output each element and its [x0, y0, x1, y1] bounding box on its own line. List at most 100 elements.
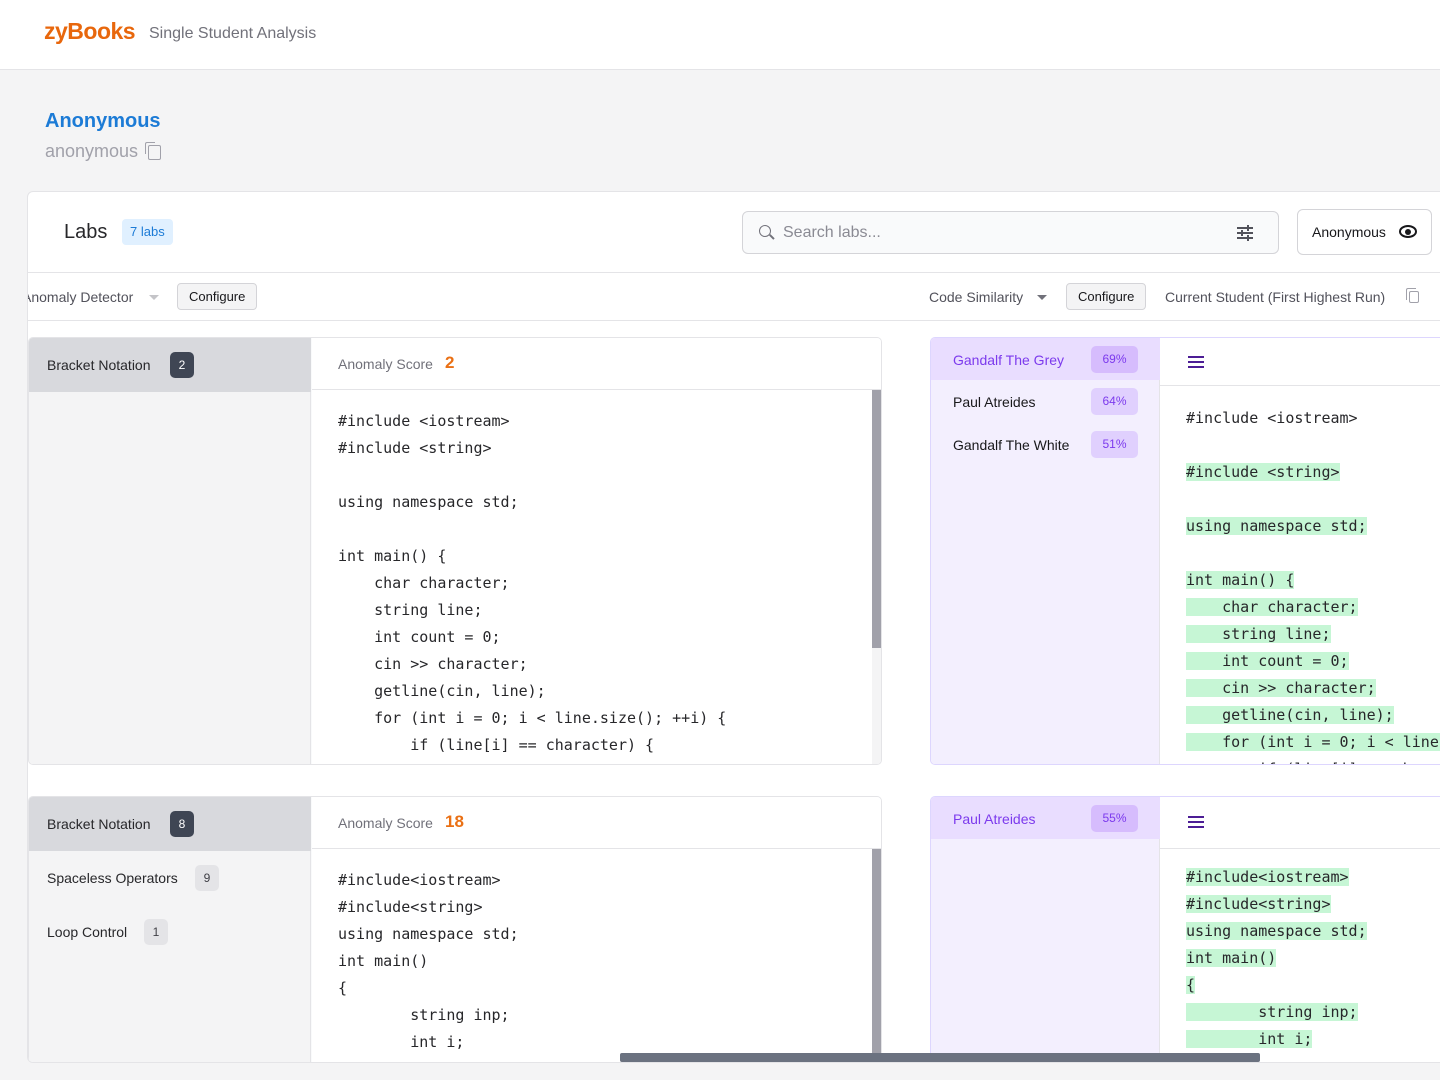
student-username: anonymous	[45, 141, 139, 161]
vertical-scrollbar[interactable]	[872, 390, 881, 764]
labs-panel: Labs 7 labs Anonymous Anomaly Detector C…	[27, 191, 1440, 1063]
zybooks-logo[interactable]: zyBooks	[44, 18, 136, 44]
category-label: Loop Control	[47, 924, 128, 940]
student-name: Anonymous	[45, 110, 161, 132]
current-student-label: Current Student (First Highest Run)	[1165, 289, 1386, 305]
anomaly-score-bar: Anomaly Score 18	[312, 797, 881, 849]
eye-icon	[1399, 225, 1417, 238]
category-label: Bracket Notation	[47, 357, 151, 373]
code-line: int main() {	[1186, 571, 1295, 589]
app-title: Single Student Analysis	[149, 25, 317, 42]
category-label: Spaceless Operators	[47, 870, 178, 886]
category-bracket-notation[interactable]: Bracket Notation 2	[29, 338, 311, 392]
code-line: #include <iostream>	[1186, 409, 1358, 427]
matched-code-view: #include<iostream> #include<string> using …	[1160, 797, 1440, 1062]
anomaly-score-bar: Anomaly Score 2	[312, 338, 881, 390]
code-line: #include <string>	[338, 439, 492, 457]
code-line: int count = 0;	[1186, 652, 1349, 670]
vertical-scrollbar[interactable]	[872, 849, 881, 1062]
analysis-toolbar: Anomaly Detector Configure Code Similari…	[28, 273, 1440, 321]
code-line: for (int i = 0; i < line.	[1186, 729, 1440, 756]
code-line: int main() {	[338, 547, 447, 565]
code-similarity-dropdown[interactable]: Code Similarity	[929, 289, 1024, 305]
category-count-badge: 1	[144, 919, 168, 945]
search-input[interactable]	[783, 212, 1223, 253]
code-line	[1186, 540, 1440, 567]
code-line: string line;	[338, 601, 483, 619]
category-count-badge: 9	[195, 865, 219, 891]
similar-students-list: Gandalf The Grey 69% Paul Atreides 64% G…	[931, 338, 1160, 764]
category-loop-control[interactable]: Loop Control 1	[29, 905, 311, 959]
code-line: int main()	[338, 952, 429, 970]
configure-anomaly-button[interactable]: Configure	[177, 283, 258, 310]
code-line: #include <string>	[1186, 463, 1340, 481]
category-count-badge: 2	[170, 352, 194, 378]
code-line: #include <iostream>	[338, 412, 510, 430]
code-line	[338, 516, 726, 543]
anomaly-category-list: Bracket Notation 2	[29, 338, 311, 764]
search-icon	[759, 225, 771, 237]
code-line: string inp;	[338, 1006, 510, 1024]
student-code: #include<iostream> #include<string> using …	[338, 867, 519, 1056]
anomaly-score-label: Anomaly Score	[338, 815, 433, 831]
category-spaceless-operators[interactable]: Spaceless Operators 9	[29, 851, 311, 905]
code-line: using namespace std;	[338, 493, 519, 511]
code-line	[1186, 486, 1440, 513]
anonymous-toggle-button[interactable]: Anonymous	[1297, 209, 1432, 255]
configure-similarity-button[interactable]: Configure	[1066, 283, 1147, 310]
copy-icon[interactable]	[145, 142, 161, 160]
category-bracket-notation[interactable]: Bracket Notation 8	[29, 797, 311, 851]
anomaly-detector-dropdown[interactable]: Anomaly Detector	[27, 289, 134, 305]
labs-title: Labs	[64, 221, 108, 243]
menu-icon[interactable]	[1188, 356, 1204, 368]
category-count-badge: 8	[170, 811, 194, 837]
category-label: Bracket Notation	[47, 816, 151, 832]
match-paul-atreides[interactable]: Paul Atreides 64%	[931, 380, 1160, 422]
anomaly-code-view: Anomaly Score 18 #include<iostream> #incl…	[312, 797, 881, 1062]
code-line: cin >> character;	[338, 655, 528, 673]
matched-code: #include <iostream> #include <string> us…	[1186, 405, 1440, 764]
match-student-name: Paul Atreides	[953, 811, 1036, 827]
chevron-down-icon[interactable]	[149, 295, 159, 300]
anonymous-toggle-label: Anonymous	[1312, 224, 1386, 240]
code-line	[338, 462, 726, 489]
horizontal-scrollbar-thumb[interactable]	[620, 1053, 1260, 1062]
code-line: char character;	[338, 574, 510, 592]
lab-1-anomaly-card: Bracket Notation 2 Anomaly Score 2 #incl…	[28, 337, 882, 765]
anomaly-score-value: 2	[445, 353, 455, 372]
filter-sliders-icon[interactable]	[1237, 225, 1255, 241]
code-line: string line;	[1186, 625, 1331, 643]
anomaly-category-list: Bracket Notation 8 Spaceless Operators 9…	[29, 797, 311, 1062]
chevron-down-icon[interactable]	[1037, 295, 1047, 300]
code-line: #include<iostream>	[338, 871, 501, 889]
match-gandalf-the-grey[interactable]: Gandalf The Grey 69%	[931, 338, 1160, 380]
code-line: getline(cin, line);	[338, 682, 546, 700]
labs-count-badge: 7 labs	[122, 219, 173, 245]
match-gandalf-the-white[interactable]: Gandalf The White 51%	[931, 423, 1160, 465]
lab-2-anomaly-card: Bracket Notation 8 Spaceless Operators 9…	[28, 796, 882, 1062]
match-paul-atreides[interactable]: Paul Atreides 55%	[931, 797, 1160, 839]
code-line: {	[338, 979, 348, 997]
code-line: string inp;	[1186, 1003, 1358, 1021]
code-line: for (int i = 0; i < line.size(); ++i) {	[338, 709, 727, 727]
match-student-name: Paul Atreides	[953, 394, 1036, 410]
menu-icon[interactable]	[1188, 816, 1204, 828]
code-line: #include<string>	[338, 898, 483, 916]
code-line: getline(cin, line);	[1186, 706, 1394, 724]
top-bar: zyBooks Single Student Analysis	[0, 0, 1440, 70]
match-similarity-badge: 64%	[1091, 388, 1138, 415]
matched-code-header	[1160, 797, 1440, 849]
code-line: int count = 0;	[338, 628, 501, 646]
copy-icon[interactable]	[1406, 288, 1419, 303]
code-line: using namespace std;	[1186, 517, 1367, 535]
code-line: #include<iostream>	[1186, 868, 1349, 886]
code-line: {	[1186, 976, 1196, 994]
matched-code: #include<iostream> #include<string> using …	[1186, 864, 1367, 1053]
code-line: cin >> character;	[1186, 679, 1376, 697]
scrollbar-thumb[interactable]	[872, 849, 881, 1062]
similar-students-list: Paul Atreides 55%	[931, 797, 1160, 1062]
scrollbar-thumb[interactable]	[872, 390, 881, 648]
student-code: #include <iostream> #include <string> usi…	[338, 408, 726, 759]
match-student-name: Gandalf The White	[953, 437, 1070, 453]
code-line: int i;	[338, 1033, 465, 1051]
